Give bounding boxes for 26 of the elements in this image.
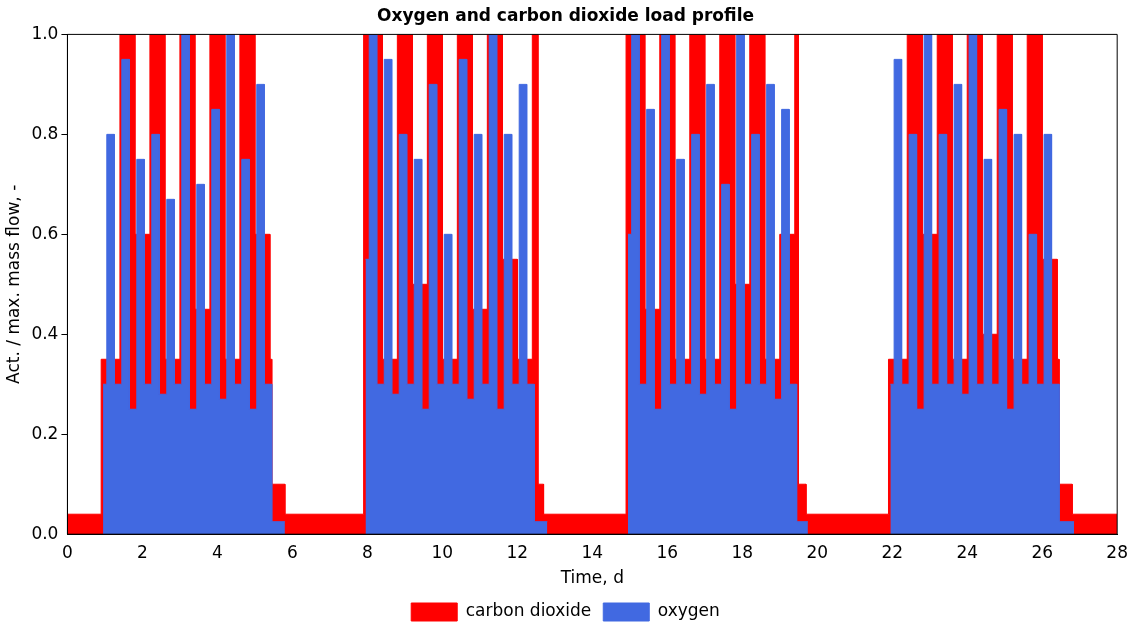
- x-tick-label: 2: [137, 541, 148, 562]
- x-tick-label: 6: [286, 541, 298, 562]
- x-tick-label: 16: [656, 541, 679, 562]
- y-tick-label: 0.0: [31, 522, 59, 543]
- x-tick-label: 28: [1106, 541, 1128, 562]
- x-tick-label: 0: [62, 541, 73, 562]
- legend-label: oxygen: [657, 600, 720, 621]
- x-tick-label: 24: [956, 541, 979, 562]
- x-tick-label: 18: [731, 541, 754, 562]
- y-axis-title: Act. / max. mass flow, -: [2, 184, 23, 384]
- chart-title: Oxygen and carbon dioxide load profile: [376, 4, 755, 25]
- y-tick-label: 1.0: [31, 22, 59, 43]
- legend-label: carbon dioxide: [465, 600, 592, 621]
- x-tick-label: 4: [211, 541, 223, 562]
- x-tick-label: 20: [806, 541, 829, 562]
- y-tick-label: 0.6: [31, 222, 59, 243]
- y-tick-label: 0.4: [31, 322, 59, 343]
- x-tick-label: 12: [506, 541, 529, 562]
- y-tick-label: 0.8: [31, 122, 59, 143]
- x-tick-label: 22: [881, 541, 904, 562]
- x-tick-label: 8: [361, 541, 373, 562]
- x-tick-label: 10: [431, 541, 454, 562]
- x-tick-label: 14: [581, 541, 604, 562]
- y-tick-label: 0.2: [31, 422, 59, 443]
- x-tick-label: 26: [1031, 541, 1054, 562]
- x-axis-title: Time, d: [559, 567, 624, 588]
